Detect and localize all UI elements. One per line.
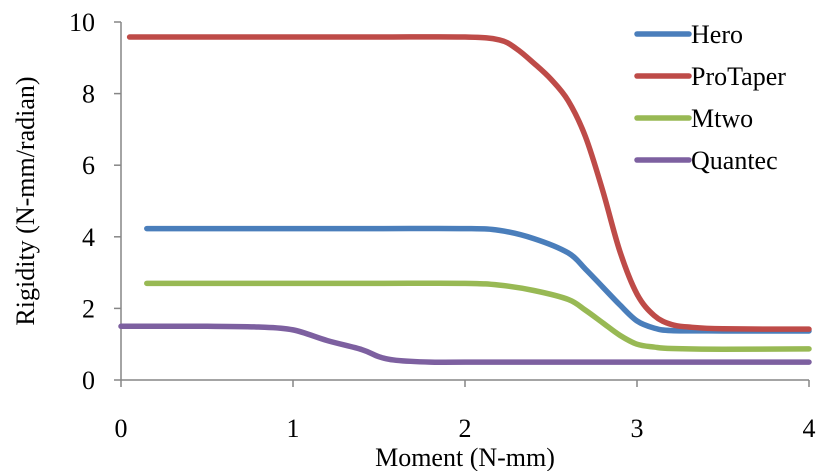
x-axis-ticks: 0 1 2 3 4: [115, 380, 816, 443]
series-lines: [118, 34, 812, 365]
legend-item-quantec: Quantec: [634, 146, 778, 175]
series-line-protaper: [126, 34, 812, 332]
x-tick-label: 0: [115, 414, 128, 443]
series-line-mtwo: [144, 280, 812, 352]
legend-item-protaper: ProTaper: [634, 62, 786, 91]
legend-label: Hero: [691, 20, 743, 49]
y-axis-title: Rigidity (N-mm/radian): [11, 76, 40, 325]
legend-label: ProTaper: [691, 62, 786, 91]
y-tick-label: 2: [82, 294, 95, 323]
legend-item-mtwo: Mtwo: [634, 104, 753, 133]
y-tick-label: 10: [69, 8, 95, 37]
legend: Hero ProTaper Mtwo Quantec: [634, 20, 786, 175]
legend-label: Quantec: [691, 146, 778, 175]
y-tick-label: 6: [82, 151, 95, 180]
x-tick-label: 4: [803, 414, 816, 443]
x-tick-label: 3: [631, 414, 644, 443]
y-axis-ticks: 0 2 4 6 8 10: [69, 8, 121, 395]
legend-label: Mtwo: [691, 104, 753, 133]
series-line-hero: [144, 225, 812, 334]
y-tick-label: 0: [82, 366, 95, 395]
y-tick-label: 4: [82, 223, 95, 252]
y-tick-label: 8: [82, 80, 95, 109]
x-tick-label: 2: [459, 414, 472, 443]
series-line-quantec: [118, 323, 812, 365]
legend-item-hero: Hero: [634, 20, 743, 49]
x-tick-label: 1: [287, 414, 300, 443]
x-axis-title: Moment (N-mm): [375, 443, 555, 471]
